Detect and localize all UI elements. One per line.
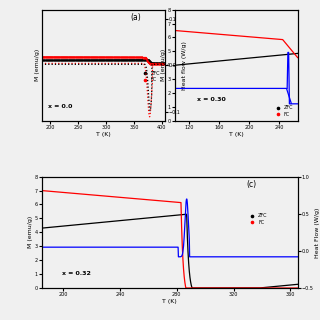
Y-axis label: M (emu/g): M (emu/g) <box>161 49 166 81</box>
Y-axis label: Heat Flow (W/g): Heat Flow (W/g) <box>315 207 320 258</box>
X-axis label: T (K): T (K) <box>162 299 177 304</box>
Legend: ZFC, FC: ZFC, FC <box>138 69 162 84</box>
Y-axis label: Heat flow (W/g): Heat flow (W/g) <box>182 41 187 90</box>
Y-axis label: M (emu/g): M (emu/g) <box>35 49 40 81</box>
Text: x = 0.0: x = 0.0 <box>48 104 72 108</box>
Legend: ZFC, FC: ZFC, FC <box>245 211 269 227</box>
Legend: ZFC, FC: ZFC, FC <box>271 103 295 118</box>
Text: x = 0.30: x = 0.30 <box>197 97 225 102</box>
Text: (a): (a) <box>130 13 141 22</box>
Text: (c): (c) <box>246 180 257 189</box>
X-axis label: T (K): T (K) <box>96 132 110 137</box>
X-axis label: T (K): T (K) <box>229 132 244 137</box>
Text: x = 0.32: x = 0.32 <box>62 271 91 276</box>
Y-axis label: M (emu/g): M (emu/g) <box>28 216 33 248</box>
